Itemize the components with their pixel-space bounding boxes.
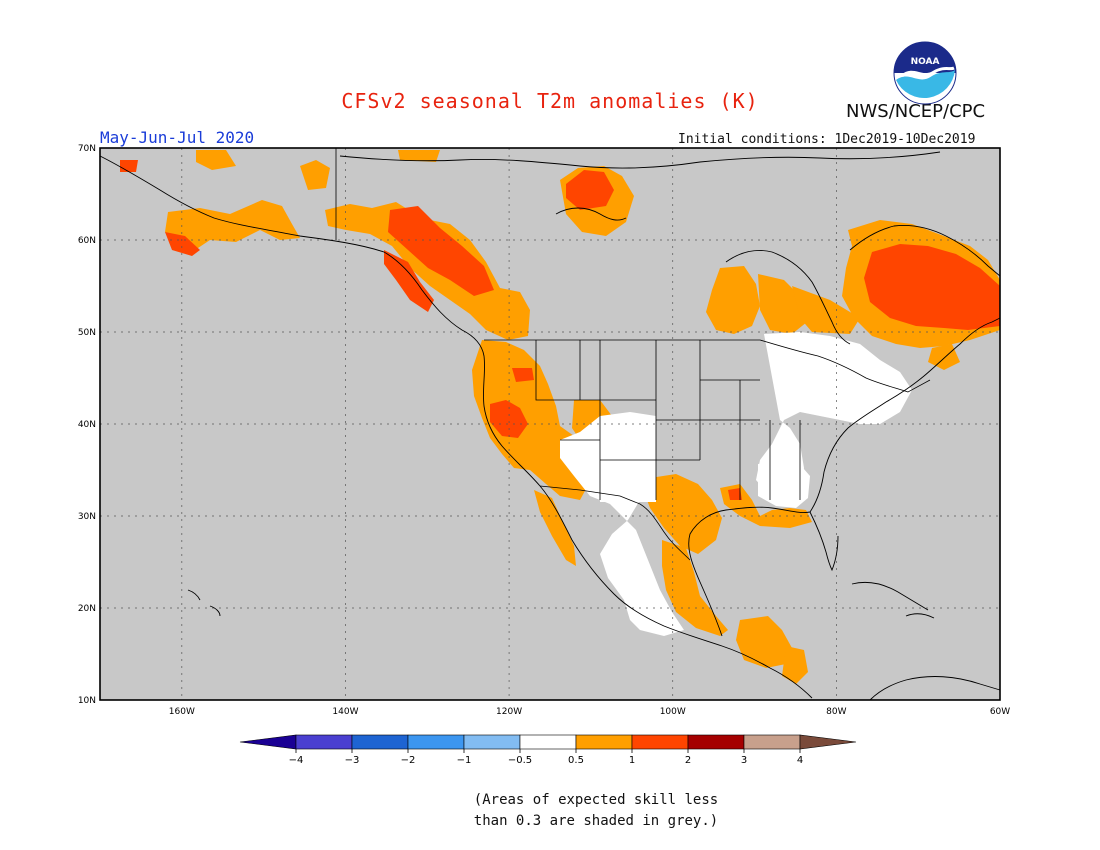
latitude-label: 50N: [78, 328, 96, 338]
near-normal-southeast: [758, 460, 810, 508]
colorbar-labels: −4 −3 −2 −1 −0.5 0.5 1 2 3 4: [289, 749, 803, 766]
coastline-cuba: [851, 581, 929, 611]
anomaly-patch-alaska-north: [196, 150, 236, 170]
longitude-label: 60W: [990, 707, 1010, 717]
colorbar-box: [631, 734, 689, 750]
border-us-mexico: [539, 485, 691, 561]
colorbar-box: [295, 734, 353, 750]
colorbar-label: −2: [401, 755, 416, 766]
anomaly-patch-central-canada: [706, 266, 760, 334]
coastline-hudson-bay: [725, 250, 851, 345]
anomaly-patch-alaska: [165, 200, 300, 252]
anomaly-patch-idaho-red: [512, 368, 534, 382]
colorbar-box: [575, 734, 633, 750]
caption-line-1: (Areas of expected skill less: [473, 792, 719, 808]
noaa-logo: NOAA: [893, 41, 957, 105]
anomaly-patches: [120, 150, 1000, 684]
anomaly-patch-louisiana-red: [728, 488, 742, 500]
anomaly-patch-yucatan: [736, 616, 792, 668]
latitude-label: 60N: [78, 236, 96, 246]
colorbar-box: [407, 734, 465, 750]
map-frame: [99, 147, 1001, 701]
anomaly-patch-mexico-east: [662, 540, 728, 636]
colorbar-arrow-right: [799, 734, 857, 750]
anomaly-patch-yukon: [325, 202, 530, 340]
coastline-labrador: [849, 225, 1001, 277]
latitude-label: 70N: [78, 144, 96, 154]
colorbar-box: [351, 734, 409, 750]
anomaly-patch-arctic-red: [566, 170, 614, 210]
caption-line-2: than 0.3 are shaded in grey.): [473, 813, 719, 829]
coastline-hispaniola: [905, 613, 935, 619]
colorbar-box: [743, 734, 801, 750]
longitude-label: 120W: [496, 707, 522, 717]
chart-title: CFSv2 seasonal T2m anomalies (K): [341, 89, 759, 113]
longitude-label: 100W: [660, 707, 686, 717]
anomaly-patch-gulf-coast: [720, 484, 812, 528]
latitude-label: 40N: [78, 420, 96, 430]
anomaly-patch-yukon-red: [388, 206, 494, 296]
anomaly-patch-great-basin-red: [490, 400, 528, 438]
coastline-florida: [809, 511, 839, 572]
latitude-label: 30N: [78, 512, 96, 522]
longitude-label: 140W: [332, 707, 358, 717]
colorbar-box: [463, 734, 521, 750]
colorbar-label: −1: [457, 755, 472, 766]
coastline-gulf: [688, 317, 1001, 637]
longitude-labels: 160W 140W 120W 100W 80W 60W: [169, 707, 1010, 717]
coastline-hawaii: [187, 589, 221, 617]
political-borders: [335, 148, 931, 561]
border-us-canada: [484, 339, 931, 393]
colorbar-label: −4: [289, 755, 304, 766]
latitude-label: 10N: [78, 696, 96, 706]
anomaly-map: 70N 60N 50N 40N 30N 20N 10N 160W 140W 120W 100W 80…: [78, 144, 1010, 717]
agency-label: NWS/NCEP/CPC: [846, 101, 986, 122]
coastline-arctic-island: [555, 207, 627, 221]
anomaly-patch-alaska-northwest: [120, 160, 138, 172]
anomaly-patch-hudson: [758, 274, 812, 334]
anomaly-patch-bc-red: [384, 250, 434, 312]
anomaly-patch-baja: [534, 490, 576, 566]
anomaly-patch-quebec-red: [864, 244, 1000, 330]
colorbar-label: 4: [797, 755, 803, 766]
colorbar-arrow-left: [239, 734, 297, 750]
coastline-south-america: [869, 676, 1001, 701]
colorbar-label: 1: [629, 755, 635, 766]
anomaly-patch-alaska-red: [165, 232, 200, 256]
colorbar-label: −3: [345, 755, 360, 766]
colorbar-label: 2: [685, 755, 691, 766]
noaa-logo-text: NOAA: [911, 57, 940, 67]
latitude-labels: 70N 60N 50N 40N 30N 20N 10N: [78, 144, 96, 706]
colorbar-box: [687, 734, 745, 750]
border-us-states: [535, 340, 801, 500]
coastlines: [99, 151, 1001, 701]
colorbar-label: 0.5: [568, 755, 584, 766]
colorbar: −4 −3 −2 −1 −0.5 0.5 1 2 3 4: [239, 734, 857, 766]
season-label: May-Jun-Jul 2020: [100, 128, 255, 147]
anomaly-patch-central-america: [782, 646, 808, 684]
coastline-arctic: [339, 151, 941, 169]
anomaly-patch-texas: [644, 474, 722, 554]
graticule: [100, 148, 1000, 700]
colorbar-label: 3: [741, 755, 747, 766]
longitude-label: 80W: [826, 707, 846, 717]
colorbar-label: −0.5: [508, 755, 532, 766]
colorbar-box: [519, 734, 577, 750]
latitude-label: 20N: [78, 604, 96, 614]
colorbar-segments: [239, 734, 857, 750]
anomaly-patch-arctic-top: [398, 150, 440, 162]
coastline-north-america: [99, 155, 813, 699]
longitude-label: 160W: [169, 707, 195, 717]
initial-conditions-label: Initial conditions: 1Dec2019-10Dec2019: [678, 132, 976, 147]
near-normal-southwest: [560, 412, 684, 636]
anomaly-patch-arctic-small: [300, 160, 330, 190]
